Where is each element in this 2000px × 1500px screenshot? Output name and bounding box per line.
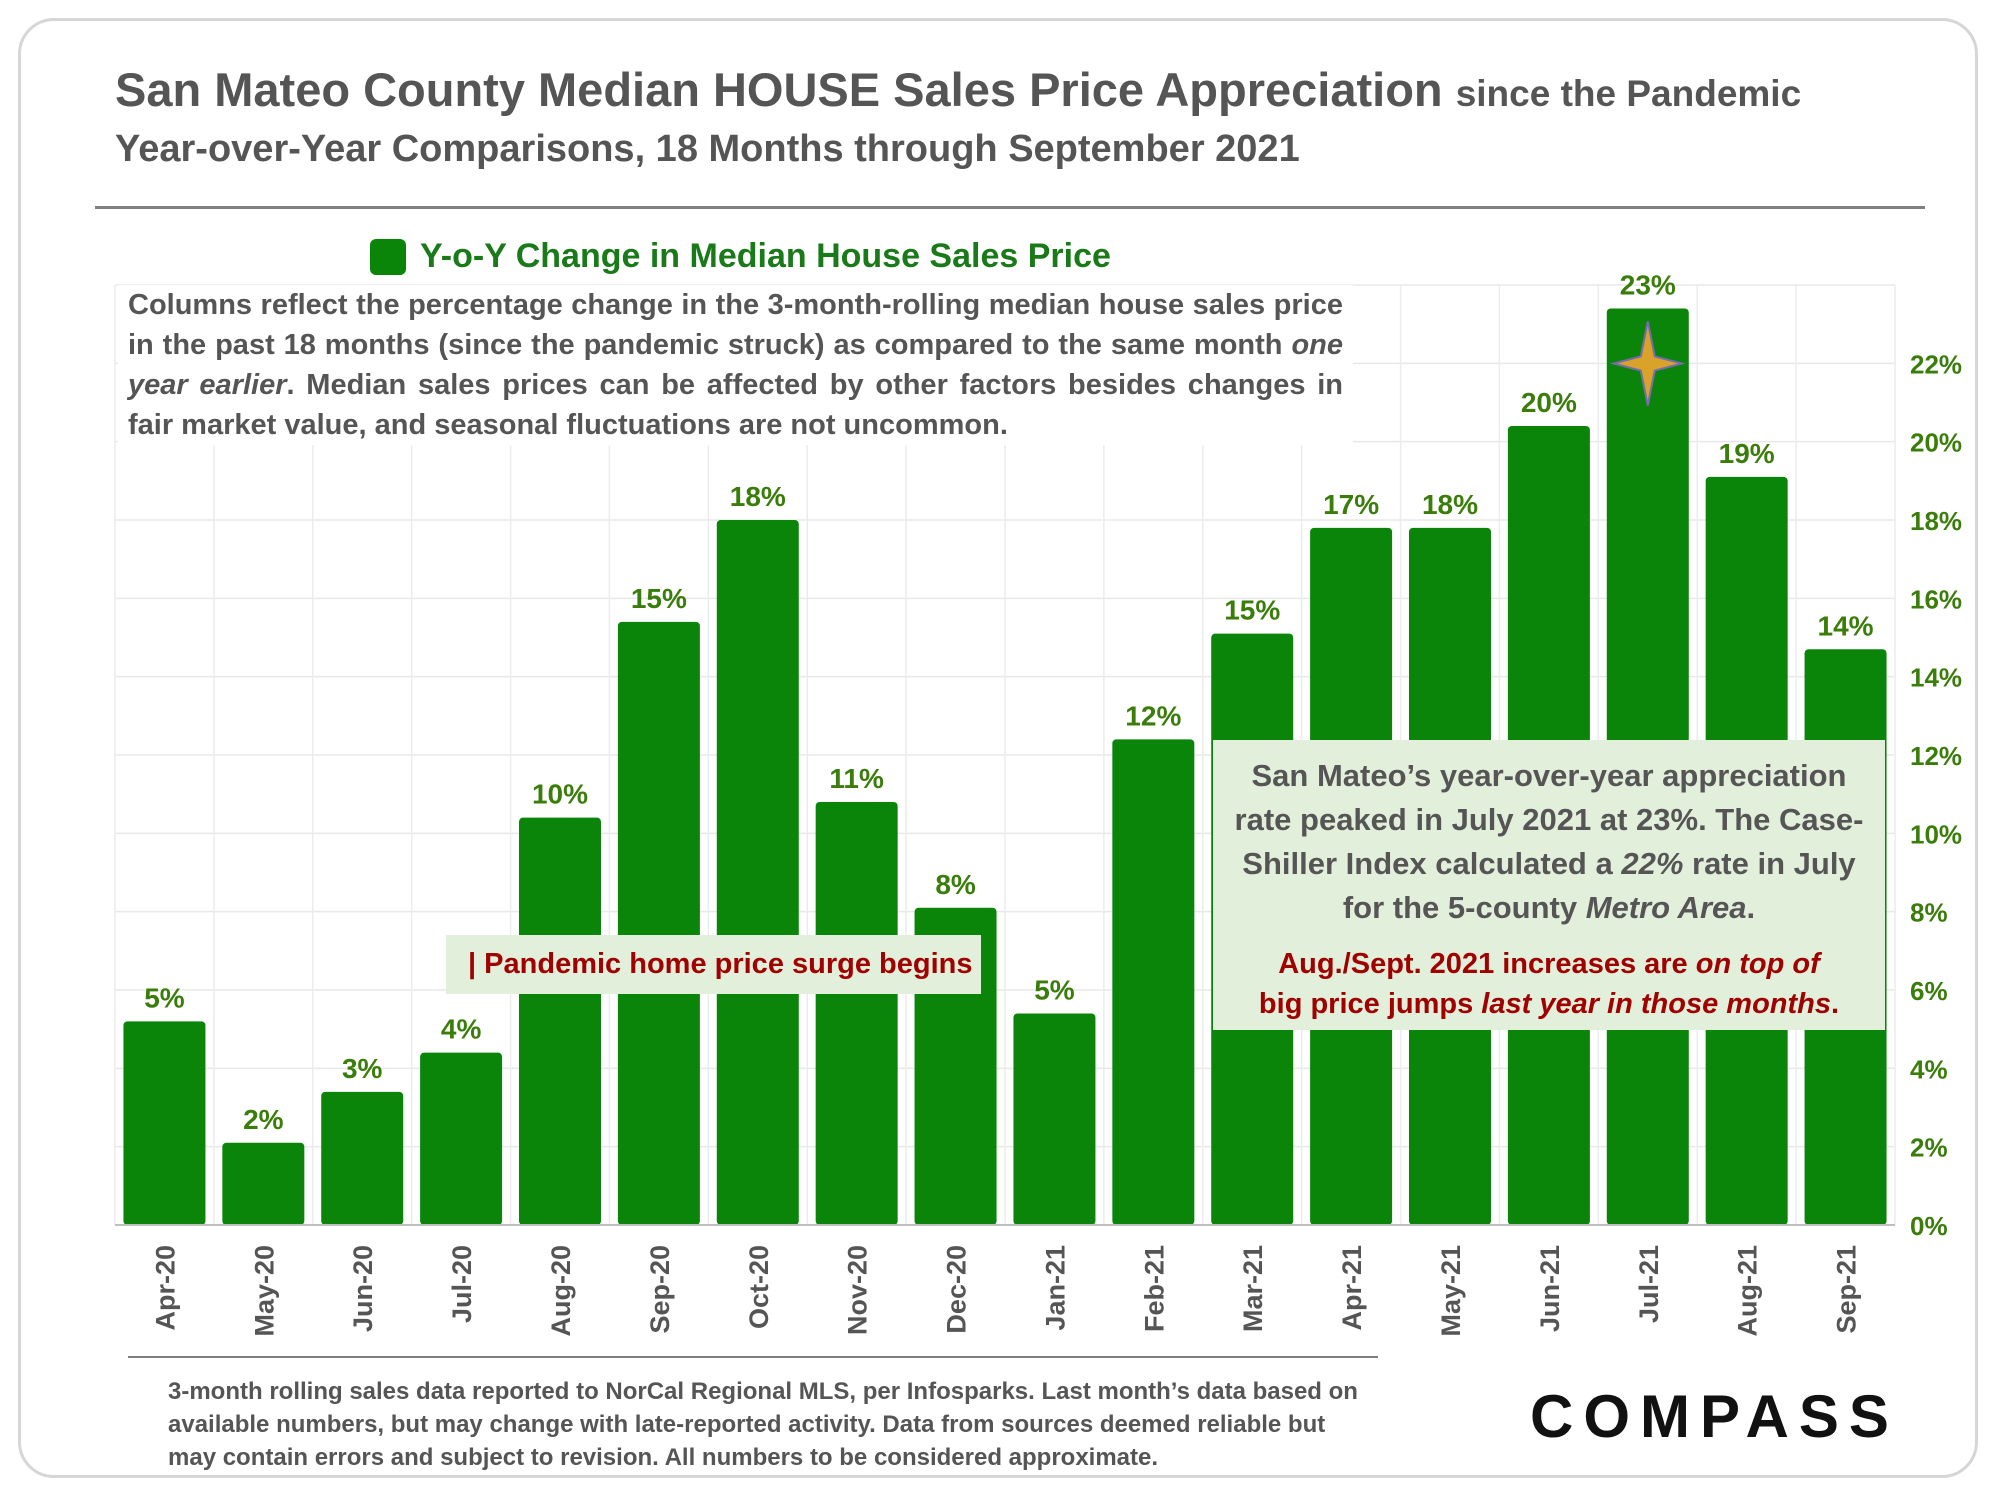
x-tick-label: Apr-21	[1337, 1245, 1367, 1331]
callout-red-2-a: big price jumps	[1258, 988, 1482, 1020]
data-label: 19%	[1719, 438, 1775, 469]
pandemic-annotation: | Pandemic home price surge begins	[446, 935, 981, 994]
star-icon	[1609, 321, 1686, 406]
footer-disclaimer: 3-month rolling sales data reported to N…	[168, 1378, 1358, 1471]
x-tick-label: Jun-20	[348, 1245, 378, 1332]
x-tick-label: Oct-20	[744, 1245, 774, 1329]
y-tick-label: 16%	[1910, 584, 1962, 614]
callout-line-3-a: Shiller Index calculated a	[1242, 846, 1622, 881]
y-tick-label: 22%	[1910, 349, 1962, 379]
note-text-1: Columns reflect the percentage change in…	[128, 289, 1343, 361]
data-label: 10%	[532, 779, 588, 810]
y-tick-label: 10%	[1910, 819, 1962, 849]
bar	[1112, 739, 1195, 1225]
x-tick-label: Apr-20	[150, 1245, 180, 1331]
x-tick-label: Aug-20	[546, 1245, 576, 1337]
x-tick-label: Jul-21	[1634, 1245, 1664, 1323]
compass-logo: COMPASS	[1530, 1383, 1899, 1450]
callout-red-1-a: Aug./Sept. 2021 increases are	[1278, 948, 1696, 980]
data-label: 20%	[1521, 387, 1577, 418]
callout-red-line-1: Aug./Sept. 2021 increases are on top of	[1213, 944, 1885, 984]
x-tick-label: May-20	[249, 1245, 279, 1337]
callout-red-2-em: last year in those months	[1481, 988, 1831, 1020]
y-tick-label: 20%	[1910, 428, 1962, 458]
data-label: 15%	[1224, 595, 1280, 626]
chart-title-main: San Mateo County Median HOUSE Sales Pric…	[115, 63, 1443, 116]
data-label: 12%	[1125, 700, 1181, 731]
chart-title: San Mateo County Median HOUSE Sales Pric…	[115, 62, 1801, 117]
data-label: 14%	[1818, 610, 1874, 641]
x-tick-label: Jul-20	[447, 1245, 477, 1323]
callout-line-4-em: Metro Area	[1585, 890, 1747, 925]
data-label: 4%	[441, 1014, 482, 1045]
callout-red-line-2: big price jumps last year in those month…	[1213, 984, 1885, 1024]
bar	[222, 1142, 305, 1225]
y-tick-label: 0%	[1910, 1211, 1948, 1241]
y-tick-label: 14%	[1910, 663, 1962, 693]
callout-red-2-b: .	[1831, 988, 1840, 1020]
callout-line-3-b: rate in July	[1683, 846, 1856, 881]
legend-swatch	[370, 238, 406, 275]
callout-line-1: San Mateo’s year-over-year appreciation	[1251, 758, 1847, 793]
data-label: 11%	[829, 763, 884, 794]
y-tick-label: 2%	[1910, 1133, 1948, 1163]
x-tick-label: Jun-21	[1535, 1245, 1565, 1332]
callout-red-1-em: on top of	[1695, 948, 1820, 980]
data-label: 2%	[243, 1104, 284, 1135]
y-tick-label: 4%	[1910, 1054, 1948, 1084]
x-tick-label: Dec-20	[942, 1245, 972, 1334]
bar	[815, 802, 898, 1225]
data-label: 5%	[144, 982, 185, 1013]
x-tick-label: Sep-21	[1832, 1245, 1862, 1334]
bar	[617, 621, 700, 1225]
chart-title-suffix: since the Pandemic	[1455, 73, 1802, 114]
chart-subtitle: Year-over-Year Comparisons, 18 Months th…	[115, 128, 1300, 170]
footer-divider	[128, 1356, 1378, 1358]
bar	[716, 520, 799, 1225]
callout-box: San Mateo’s year-over-year appreciation …	[1213, 740, 1885, 1030]
x-tick-label: May-21	[1436, 1245, 1466, 1337]
x-tick-label: Aug-21	[1733, 1245, 1763, 1337]
callout-line-4: for the 5-county Metro Area.	[1213, 886, 1885, 930]
data-label: 18%	[1422, 489, 1478, 520]
note-text-2: . Median sales prices can be affected by…	[128, 369, 1343, 441]
bar	[123, 1021, 206, 1225]
data-label: 15%	[631, 583, 687, 614]
y-tick-label: 12%	[1910, 741, 1962, 771]
bar	[420, 1052, 503, 1225]
data-label: 3%	[342, 1053, 383, 1084]
bar	[1013, 1013, 1096, 1225]
y-tick-label: 6%	[1910, 976, 1948, 1006]
data-label: 18%	[730, 481, 786, 512]
data-label: 23%	[1620, 270, 1676, 301]
methodology-note: Columns reflect the percentage change in…	[118, 285, 1353, 445]
x-tick-label: Feb-21	[1139, 1245, 1169, 1332]
note-emphasis: one year earlier	[128, 329, 1343, 401]
x-tick-label: Sep-20	[645, 1245, 675, 1334]
legend-label: Y-o-Y Change in Median House Sales Price	[420, 237, 1111, 275]
x-tick-label: Jan-21	[1040, 1245, 1070, 1331]
title-divider	[95, 206, 1925, 209]
data-label: 8%	[935, 869, 976, 900]
legend: Y-o-Y Change in Median House Sales Price	[370, 237, 1111, 276]
bar	[321, 1091, 404, 1225]
callout-line-3-em: 22%	[1621, 846, 1684, 881]
data-label: 17%	[1323, 489, 1379, 520]
bar	[519, 817, 601, 1225]
x-tick-label: Mar-21	[1238, 1245, 1268, 1332]
callout-line-2: rate peaked in July 2021 at 23%. The Cas…	[1234, 802, 1864, 837]
callout-line-3: Shiller Index calculated a 22% rate in J…	[1213, 842, 1885, 886]
data-label: 5%	[1034, 975, 1075, 1006]
x-tick-label: Nov-20	[843, 1245, 873, 1335]
y-tick-label: 18%	[1910, 506, 1962, 536]
callout-line-4-b: .	[1746, 890, 1756, 925]
y-tick-label: 8%	[1910, 898, 1948, 928]
callout-line-4-a: for the 5-county	[1342, 890, 1586, 925]
